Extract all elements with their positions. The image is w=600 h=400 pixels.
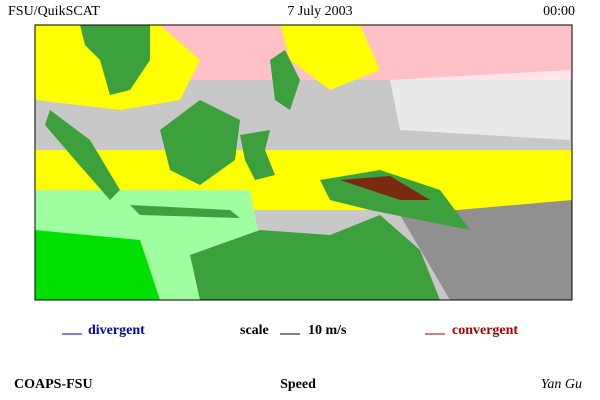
- legend-scale-value: 10 m/s: [308, 323, 347, 338]
- legend-scale: scale: [240, 323, 269, 338]
- map: [34, 24, 573, 301]
- land: [45, 110, 120, 200]
- colorbar-title: Speed: [280, 377, 316, 392]
- header-date: 7 July 2003: [287, 4, 352, 19]
- speed-region: [280, 25, 380, 90]
- land: [240, 130, 275, 180]
- mountains: [340, 176, 430, 200]
- header-left: FSU/QuikSCAT: [8, 4, 100, 19]
- speed-region: [35, 230, 160, 300]
- footer-right: Yan Gu: [541, 377, 582, 392]
- legend-divergent: divergent: [88, 323, 145, 338]
- land: [80, 25, 150, 95]
- land: [190, 215, 440, 300]
- map-frame: [34, 24, 573, 301]
- header-time: 00:00: [543, 4, 575, 19]
- speed-region: [390, 70, 570, 140]
- speed-region: [400, 200, 572, 300]
- land: [270, 50, 300, 110]
- land: [160, 100, 240, 185]
- land: [130, 205, 240, 218]
- legend-convergent: convergent: [452, 323, 518, 338]
- footer-left: COAPS-FSU: [14, 377, 93, 392]
